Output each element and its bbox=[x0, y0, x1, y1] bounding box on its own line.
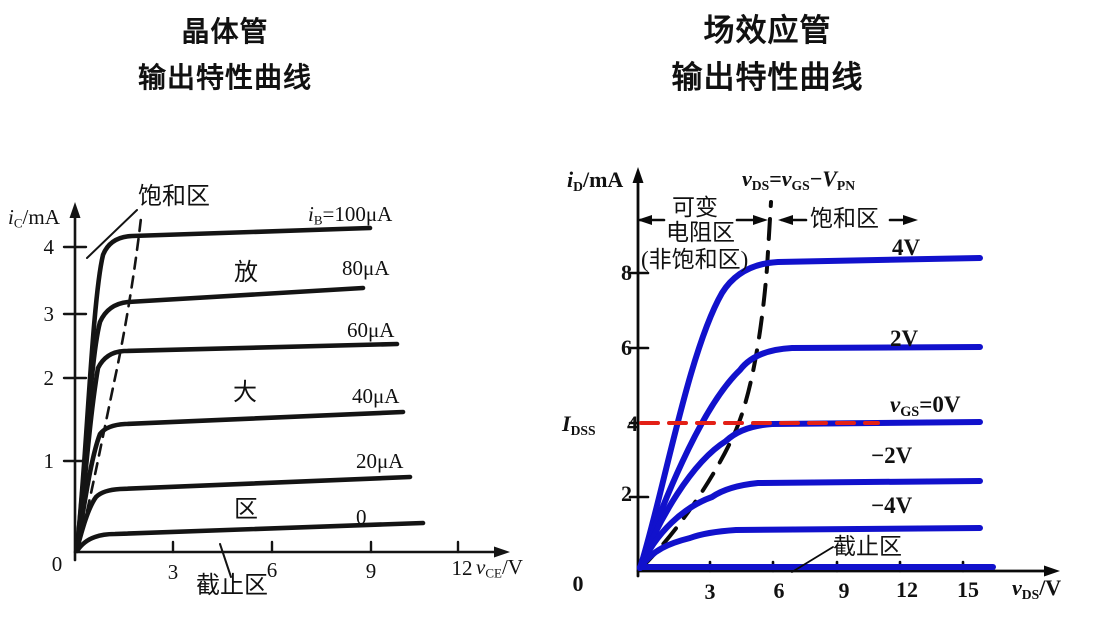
curve-label-ib-20uA: 20μA bbox=[356, 449, 404, 473]
variable-resistance-region-line3: (非饱和区) bbox=[641, 247, 749, 272]
curve-label-vgs-minus4: −4V bbox=[871, 493, 913, 518]
left-y-tick-1: 1 bbox=[43, 449, 55, 473]
left-x-ticks bbox=[171, 540, 460, 554]
right-x-tick-6: 6 bbox=[773, 578, 785, 603]
left-y-axis-label: iC/mA bbox=[8, 205, 60, 231]
left-x-tick-12: 12 bbox=[451, 556, 473, 580]
curve-label-ib-60uA: 60μA bbox=[347, 318, 395, 342]
left-x-tick-9: 9 bbox=[365, 559, 377, 583]
right-chart bbox=[628, 167, 1060, 578]
right-output-curves bbox=[637, 255, 996, 571]
right-x-tick-12: 12 bbox=[896, 577, 918, 602]
left-axes bbox=[73, 210, 500, 562]
curve-ib-20uA bbox=[74, 474, 413, 552]
curve-label-vgs-0: vGS=0V bbox=[890, 392, 961, 420]
right-y-axis-arrowhead bbox=[632, 167, 644, 183]
left-x-axis-arrowhead bbox=[494, 546, 510, 558]
curve-ib-0 bbox=[74, 520, 426, 554]
right-y-tick-4: 4 bbox=[627, 411, 638, 436]
right-x-axis-label: vDS/V bbox=[1012, 575, 1062, 602]
right-y-axis-label: iD/mA bbox=[567, 167, 624, 194]
curve-ib-100uA bbox=[74, 225, 373, 550]
curve-label-ib-80uA: 80μA bbox=[342, 256, 390, 280]
idss-label: IDSS bbox=[562, 411, 596, 438]
curve-vgs-plus2 bbox=[637, 344, 983, 571]
left-title-line2: 输出特性曲线 bbox=[137, 62, 312, 93]
saturation-label-pointer-line bbox=[86, 209, 138, 259]
left-y-tick-4: 4 bbox=[43, 235, 55, 259]
curve-ib-40uA bbox=[74, 409, 406, 551]
variable-resistance-region-line2: 电阻区 bbox=[666, 220, 735, 245]
region-dimension-arrowheads bbox=[637, 215, 918, 225]
right-y-tick-6: 6 bbox=[621, 335, 632, 360]
curve-label-ib-0: 0 bbox=[356, 505, 367, 529]
left-saturation-boundary-dashed-line bbox=[76, 216, 143, 550]
left-origin-label: 0 bbox=[51, 552, 63, 576]
left-y-axis-arrowhead bbox=[69, 202, 81, 218]
left-cutoff-label-pointer-line bbox=[219, 543, 232, 578]
curve-label-vgs-plus4: 4V bbox=[892, 235, 921, 260]
curve-vgs-plus4 bbox=[637, 255, 983, 571]
right-x-tick-15: 15 bbox=[957, 577, 979, 602]
left-y-tick-3: 3 bbox=[43, 302, 55, 326]
right-y-tick-8: 8 bbox=[621, 260, 632, 285]
curve-label-vgs-plus2: 2V bbox=[890, 326, 919, 351]
left-x-tick-3: 3 bbox=[167, 560, 179, 584]
right-title-line1: 场效应管 bbox=[703, 13, 832, 48]
left-x-tick-6: 6 bbox=[266, 558, 278, 582]
left-active-region-char2: 大 bbox=[233, 380, 257, 406]
left-y-tick-2: 2 bbox=[43, 366, 55, 390]
left-title-line1: 晶体管 bbox=[181, 16, 269, 47]
curve-vgs-minus4 bbox=[637, 525, 983, 571]
right-cutoff-label-pointer-line bbox=[791, 546, 834, 573]
curve-label-ib-40uA: 40μA bbox=[352, 384, 400, 408]
curve-vgs-minus2 bbox=[637, 478, 983, 571]
left-active-region-char3: 区 bbox=[234, 497, 258, 523]
left-saturation-region-label: 饱和区 bbox=[138, 184, 210, 210]
right-title-line2: 输出特性曲线 bbox=[671, 60, 864, 95]
right-y-tick-2: 2 bbox=[621, 481, 632, 506]
boundary-formula-label: vDS=vGS−VPN bbox=[742, 166, 856, 193]
left-chart bbox=[62, 202, 510, 578]
right-x-axis-arrowhead bbox=[1044, 565, 1060, 577]
curve-label-vgs-minus2: −2V bbox=[871, 443, 913, 468]
left-output-curves bbox=[74, 225, 426, 554]
right-x-tick-3: 3 bbox=[704, 579, 716, 604]
right-x-tick-9: 9 bbox=[838, 578, 850, 603]
left-active-region-char1: 放 bbox=[234, 260, 258, 286]
variable-resistance-region-line1: 可变 bbox=[672, 195, 718, 220]
curve-label-ib-100uA: iB=100μA bbox=[308, 202, 393, 228]
right-axes bbox=[636, 176, 1050, 578]
right-saturation-region-label: 饱和区 bbox=[810, 206, 879, 231]
left-cutoff-region-label: 截止区 bbox=[196, 573, 268, 599]
right-origin-label: 0 bbox=[572, 571, 584, 596]
right-boundary-dashed-curve bbox=[639, 200, 773, 570]
right-cutoff-region-label: 截止区 bbox=[833, 534, 902, 559]
left-x-axis-label: vCE/V bbox=[476, 555, 523, 581]
curve-vgs-0 bbox=[637, 419, 983, 571]
